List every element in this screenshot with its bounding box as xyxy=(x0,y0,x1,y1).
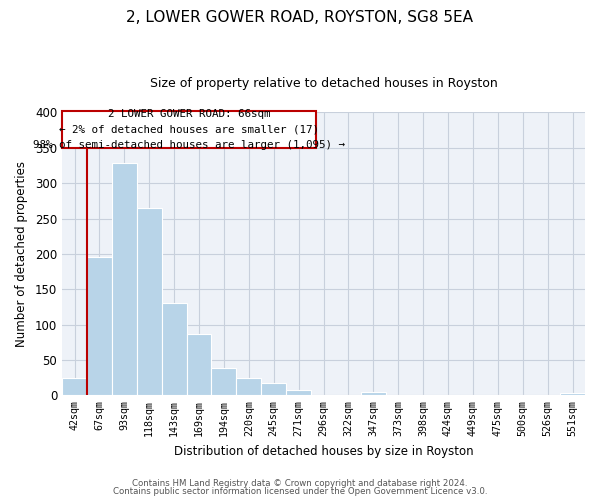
Bar xyxy=(112,164,137,396)
Bar xyxy=(187,334,211,396)
Text: Contains public sector information licensed under the Open Government Licence v3: Contains public sector information licen… xyxy=(113,487,487,496)
Bar xyxy=(236,378,261,396)
Bar xyxy=(161,304,187,396)
Text: 2, LOWER GOWER ROAD, ROYSTON, SG8 5EA: 2, LOWER GOWER ROAD, ROYSTON, SG8 5EA xyxy=(127,10,473,25)
Text: Contains HM Land Registry data © Crown copyright and database right 2024.: Contains HM Land Registry data © Crown c… xyxy=(132,478,468,488)
Text: 2 LOWER GOWER ROAD: 66sqm
← 2% of detached houses are smaller (17)
98% of semi-d: 2 LOWER GOWER ROAD: 66sqm ← 2% of detach… xyxy=(33,110,345,150)
Bar xyxy=(62,378,87,396)
Title: Size of property relative to detached houses in Royston: Size of property relative to detached ho… xyxy=(149,78,497,90)
Bar xyxy=(261,384,286,396)
Bar xyxy=(211,368,236,396)
X-axis label: Distribution of detached houses by size in Royston: Distribution of detached houses by size … xyxy=(174,444,473,458)
Bar xyxy=(560,393,585,396)
Bar xyxy=(87,258,112,396)
FancyBboxPatch shape xyxy=(62,111,316,148)
Bar xyxy=(137,208,161,396)
Y-axis label: Number of detached properties: Number of detached properties xyxy=(15,161,28,347)
Bar xyxy=(361,392,386,396)
Bar xyxy=(286,390,311,396)
